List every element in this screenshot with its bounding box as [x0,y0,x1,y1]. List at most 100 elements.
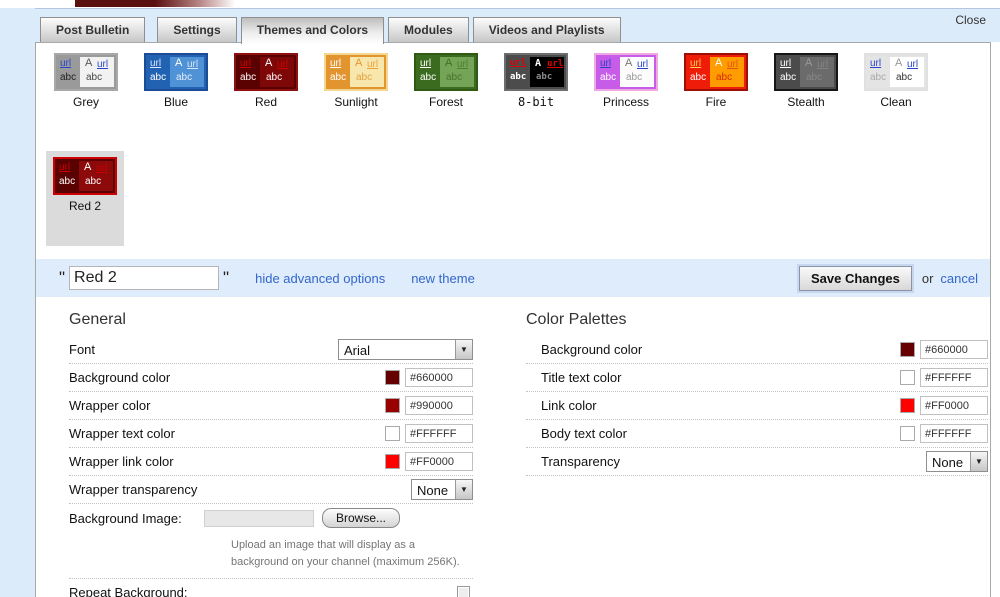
wrapper-text-color-swatch[interactable] [385,426,400,441]
general-section: General Font Arial ▼ Background color Wrappe… [69,311,473,597]
cancel-link[interactable]: cancel [940,270,978,286]
selected-value: None [932,455,964,470]
chevron-down-icon[interactable]: ▼ [970,452,987,471]
swatch-url-text: url [817,59,829,70]
background-image-field[interactable] [203,509,314,527]
swatch-url-text: url [367,59,379,70]
tab-modules[interactable]: Modules [388,17,469,42]
body-text-color-hex-input[interactable] [920,424,988,443]
chevron-down-icon[interactable]: ▼ [455,340,472,359]
swatch-url-text: url [240,58,252,69]
wrapper-text-color-hex-input[interactable] [405,424,473,443]
color-control [385,452,473,471]
palettes-rows: Background color Title text color Link col… [526,336,988,476]
theme-label: Fire [705,95,727,109]
link-color-swatch[interactable] [900,398,915,413]
link-color-hex-input[interactable] [920,396,988,415]
swatch-abc-text: abc [716,72,733,83]
theme-thumbnail-wrapper [890,57,924,87]
selected-value: None [417,483,449,498]
close-button[interactable]: Close [955,13,986,27]
theme-thumbnail-wrapper [440,57,474,87]
swatch-url-text: url [59,162,71,173]
tab-settings[interactable]: Settings [157,17,237,42]
theme-label: Grey [72,95,99,109]
save-cluster: Save Changes or cancel [798,265,982,291]
wrapper-link-color-hex-input[interactable] [405,452,473,471]
swatch-url-text: url [150,58,162,69]
wrapper-color-swatch[interactable] [385,398,400,413]
wrapper-color-hex-input[interactable] [405,396,473,415]
swatch-abc-text: abc [85,176,102,187]
swatch-abc-text: abc [420,72,437,83]
background-color-swatch[interactable] [900,342,915,357]
swatch-abc-text: abc [266,72,283,83]
title-text-color-hex-input[interactable] [920,368,988,387]
theme-thumbnail-wrapper [170,57,204,87]
close-quote: " [223,268,230,287]
wrapper-color-label: Wrapper color [69,398,151,413]
settings-row: Transparency None ▼ [526,448,988,476]
swatch-abc-text: abc [600,72,617,83]
link-color-label: Link color [541,398,597,413]
wrapper-transparency-select[interactable]: None ▼ [411,479,473,500]
tab-post-bulletin[interactable]: Post Bulletin [40,17,146,42]
theme-name-input[interactable] [69,266,220,290]
swatch-abc-text: abc [690,72,707,83]
color-palettes-section: Color Palettes Background color Title tex… [526,311,988,476]
dialog-left-frame [0,8,35,597]
theme-label: Sunlight [334,95,378,109]
tab-bar: Post Bulletin Settings Themes and Colors Mo… [40,16,625,44]
swatch-a-text: A [265,57,273,69]
save-changes-button[interactable]: Save Changes [798,265,912,291]
tab-videos-and-playlists[interactable]: Videos and Playlists [472,17,621,42]
color-control [385,396,473,415]
chevron-down-icon[interactable]: ▼ [455,480,472,499]
swatch-a-text: A [535,58,542,69]
swatch-abc-text: abc [176,72,193,83]
tab-themes-and-colors[interactable]: Themes and Colors [240,17,385,44]
repeat-background-checkbox[interactable] [457,586,470,597]
title-text-color-swatch[interactable] [900,370,915,385]
theme-thumbnail-wrapper [530,57,564,87]
background-color-hex-input[interactable] [920,340,988,359]
background-page-fragment [75,0,235,7]
upload-hint: Upload an image that will display as a b… [231,539,460,568]
swatch-a-text: A [85,57,93,69]
swatch-abc-text: abc [626,72,643,83]
font-select[interactable]: Arial ▼ [338,339,473,360]
transparency-select[interactable]: None ▼ [926,451,988,472]
background-color-swatch[interactable] [385,370,400,385]
background-color-hex-input[interactable] [405,368,473,387]
swatch-a-text: A [805,57,813,69]
repeat-background-label: Repeat Background: [69,585,188,597]
new-theme-link[interactable]: new theme [411,270,475,286]
settings-row: Wrapper color [69,392,473,420]
settings-row: Background color [69,364,473,392]
hide-advanced-options-link[interactable]: hide advanced options [255,270,386,286]
swatch-url-text: url [547,59,564,69]
swatch-url-text: url [907,59,919,70]
swatch-abc-text: abc [536,72,553,82]
browse-button[interactable]: Browse... [321,508,400,528]
body-text-color-swatch[interactable] [900,426,915,441]
wrapper-link-color-swatch[interactable] [385,454,400,469]
theme-thumbnail-wrapper [79,161,113,191]
